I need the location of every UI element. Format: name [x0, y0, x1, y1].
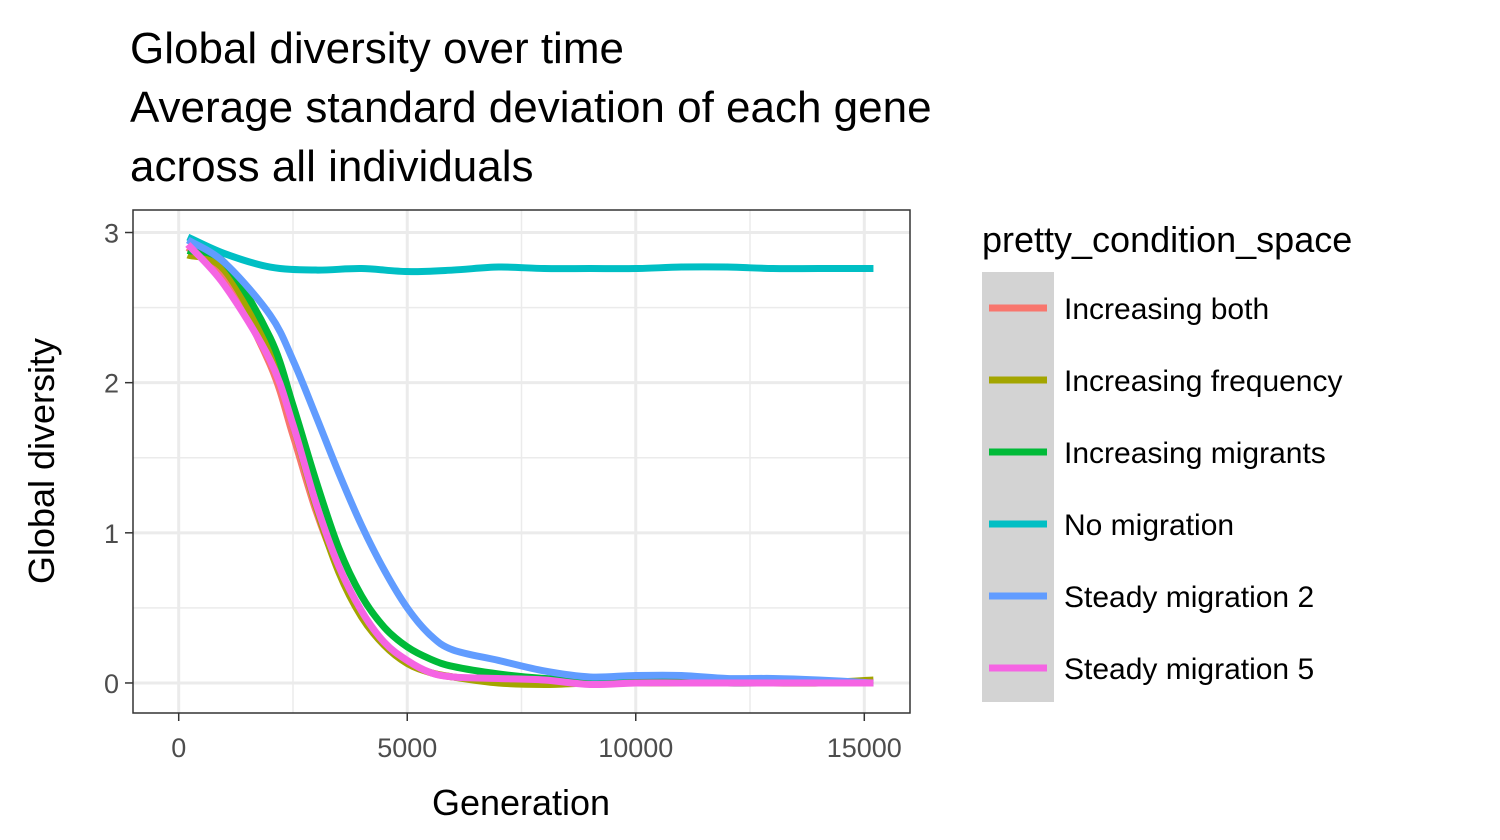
y-tick-label: 2: [104, 369, 119, 399]
legend-label: Increasing both: [1064, 293, 1269, 326]
title-line-3: across all individuals: [130, 142, 534, 191]
x-tick-label: 5000: [377, 733, 437, 763]
title-line-2: Average standard deviation of each gene: [130, 83, 932, 132]
legend-items: Increasing both Increasing frequency Incre…: [989, 293, 1343, 686]
legend-key-background: [982, 272, 1054, 702]
legend-item-increasing-both: Increasing both: [989, 293, 1269, 326]
minor-gridlines: [133, 210, 910, 713]
x-axis-title: Generation: [432, 782, 610, 823]
y-axis-ticks: 0 1 2 3: [104, 219, 133, 699]
legend-item-increasing-frequency: Increasing frequency: [989, 365, 1343, 398]
series-line-steady-migration-2: [186, 236, 874, 687]
series-lines: [185, 233, 874, 689]
x-tick-label: 15000: [827, 733, 902, 763]
series-line-no-migration: [186, 233, 874, 276]
title-line-1: Global diversity over time: [130, 24, 624, 73]
legend-title: pretty_condition_space: [982, 219, 1352, 260]
legend-label: No migration: [1064, 509, 1234, 542]
y-tick-label: 0: [104, 669, 119, 699]
y-axis-title: Global diversity: [21, 338, 62, 584]
y-tick-label: 1: [104, 519, 119, 549]
legend-item-no-migration: No migration: [989, 509, 1234, 542]
legend-label: Steady migration 2: [1064, 581, 1314, 614]
legend-item-steady-migration-2: Steady migration 2: [989, 581, 1314, 614]
x-tick-label: 10000: [598, 733, 673, 763]
chart-title: Global diversity over time Average stand…: [130, 24, 932, 191]
legend-item-steady-migration-5: Steady migration 5: [989, 653, 1314, 686]
series-line-steady-migration-5: [185, 242, 874, 689]
legend: pretty_condition_space Increasing bothIn…: [982, 219, 1352, 702]
legend-label: Increasing migrants: [1064, 437, 1326, 470]
legend-label: Steady migration 5: [1064, 653, 1314, 686]
y-tick-label: 3: [104, 219, 119, 249]
plot-panel-border: [132, 209, 911, 714]
x-axis-ticks: 0 5000 10000 15000: [171, 713, 902, 763]
legend-label: Increasing frequency: [1064, 365, 1343, 398]
x-tick-label: 0: [171, 733, 186, 763]
legend-item-increasing-migrants: Increasing migrants: [989, 437, 1326, 470]
